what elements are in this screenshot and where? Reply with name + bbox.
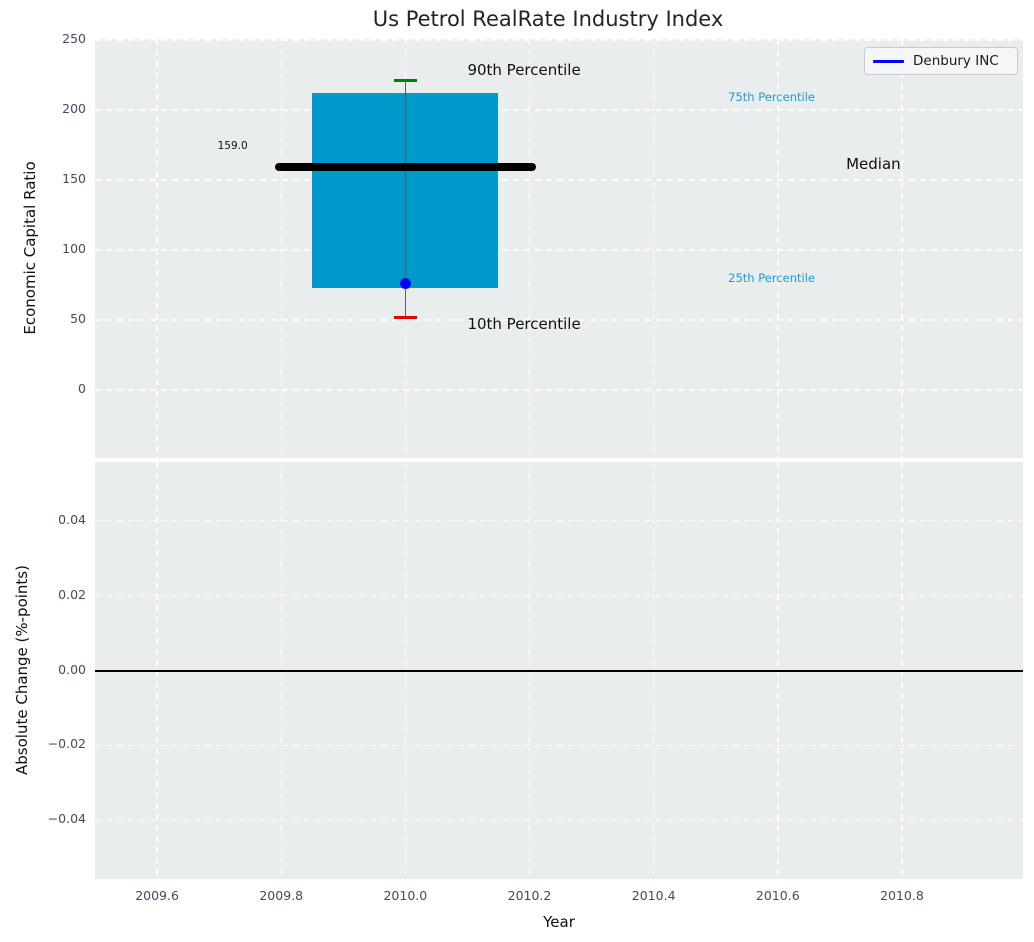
gridline-vertical bbox=[156, 39, 158, 458]
chart-title: Us Petrol RealRate Industry Index bbox=[372, 7, 724, 31]
x-tick-label: 2009.6 bbox=[135, 888, 179, 903]
gridline-horizontal bbox=[95, 520, 1023, 522]
whisker-cap-10 bbox=[394, 315, 417, 319]
y-tick-label: 0.02 bbox=[58, 586, 86, 602]
annotation: 25th Percentile bbox=[728, 271, 815, 286]
y-tick-label: 150 bbox=[62, 170, 86, 186]
gridline-horizontal bbox=[95, 594, 1023, 597]
y-tick-label: 0.00 bbox=[58, 661, 86, 677]
gridline-vertical bbox=[280, 39, 282, 458]
x-axis-label: Year bbox=[543, 913, 575, 931]
legend-label: Denbury INC bbox=[913, 53, 999, 69]
gridline-vertical bbox=[777, 39, 779, 458]
x-tick-label: 2010.2 bbox=[507, 888, 552, 903]
x-tick-label: 2009.8 bbox=[259, 888, 304, 903]
gridline-horizontal bbox=[95, 179, 1023, 181]
gridline-horizontal bbox=[95, 249, 1023, 251]
x-tick-label: 2010.6 bbox=[755, 888, 800, 903]
y-tick-label: −0.04 bbox=[47, 811, 86, 827]
y-tick-label: 0.04 bbox=[58, 511, 86, 527]
annotation: 90th Percentile bbox=[467, 61, 581, 80]
x-tick-label: 2010.0 bbox=[383, 888, 428, 903]
y-tick-label: 50 bbox=[70, 310, 86, 326]
whisker-cap-90 bbox=[394, 79, 417, 83]
gridline-horizontal bbox=[95, 389, 1023, 391]
gridline-horizontal bbox=[95, 109, 1023, 111]
gridline-horizontal bbox=[95, 744, 1023, 747]
annotation: 75th Percentile bbox=[728, 90, 815, 105]
legend: Denbury INC bbox=[864, 47, 1018, 75]
y-tick-label: −0.02 bbox=[47, 736, 86, 752]
gridline-vertical bbox=[652, 39, 655, 458]
whisker-line-inner bbox=[404, 93, 407, 288]
company-point bbox=[399, 278, 411, 290]
gridline-vertical bbox=[528, 39, 531, 458]
y-tick-label: 200 bbox=[62, 100, 86, 116]
gridline-horizontal bbox=[95, 39, 1023, 41]
median-line bbox=[275, 163, 536, 172]
annotation: 10th Percentile bbox=[467, 314, 581, 333]
gridline-vertical bbox=[901, 39, 903, 458]
zero-line bbox=[95, 669, 1023, 672]
gridline-horizontal bbox=[95, 819, 1023, 821]
y-tick-label: 250 bbox=[62, 30, 86, 46]
top-plot-area bbox=[95, 39, 1023, 458]
annotation: 159.0 bbox=[217, 140, 248, 153]
legend-line-icon bbox=[873, 59, 904, 63]
gridline-horizontal bbox=[95, 319, 1023, 321]
x-tick-label: 2010.4 bbox=[631, 888, 676, 903]
annotation: Median bbox=[846, 155, 901, 174]
x-tick-label: 2010.8 bbox=[880, 888, 924, 903]
y-tick-label: 0 bbox=[78, 380, 86, 396]
y-tick-label: 100 bbox=[62, 240, 86, 256]
